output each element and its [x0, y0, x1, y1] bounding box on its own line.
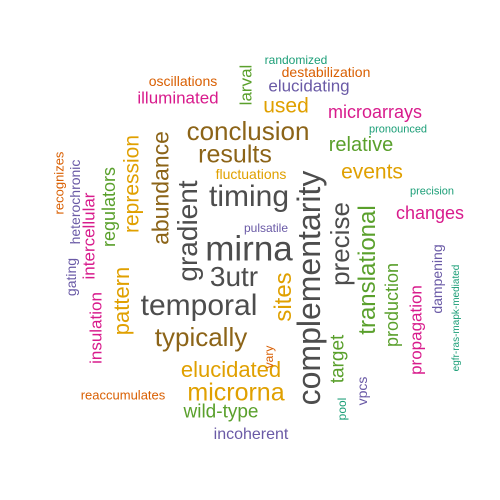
word-destabilization: destabilization — [281, 64, 371, 80]
word-microrna: microrna — [187, 378, 285, 407]
word-larval: larval — [236, 64, 256, 106]
word-reaccumulates: reaccumulates — [80, 387, 166, 403]
word-incoherent: incoherent — [213, 426, 289, 443]
word-gating: gating — [63, 257, 79, 297]
word-pronounced: pronounced — [368, 123, 428, 136]
word-pattern: pattern — [109, 266, 134, 336]
word-pool: pool — [335, 397, 349, 421]
word-sites: sites — [270, 272, 297, 322]
word-abundance: abundance — [147, 131, 174, 245]
word-wild-type: wild-type — [183, 401, 259, 423]
word-precise: precise — [325, 202, 355, 286]
word-typically: typically — [154, 322, 248, 352]
word-precision: precision — [409, 185, 455, 198]
word-regulators: regulators — [99, 166, 119, 248]
word-translational: translational — [354, 205, 381, 335]
word-results: results — [198, 140, 272, 169]
word-complementarity: complementarity — [291, 170, 327, 406]
word-elucidated: elucidated — [180, 357, 282, 382]
word-vary: vary — [262, 345, 276, 369]
word-temporal: temporal — [140, 289, 258, 322]
word-timing: timing — [208, 180, 290, 213]
word-used: used — [263, 94, 309, 118]
word-randomized: randomized — [264, 53, 328, 67]
word-illuminated: illuminated — [137, 88, 219, 108]
word-dampening: dampening — [429, 244, 445, 314]
word-egfr-ras-mapk-mediated: egfr-ras-mapk-mediated — [451, 264, 462, 372]
word-repression: repression — [120, 134, 144, 234]
word-conclusion: conclusion — [186, 116, 310, 146]
word-recognizes: recognizes — [51, 151, 67, 215]
word-vpcs: vpcs — [354, 376, 370, 406]
word-fluctuations: fluctuations — [215, 166, 287, 182]
word-production: production — [382, 262, 402, 348]
word-elucidating: elucidating — [268, 76, 350, 96]
word-oscillations: oscillations — [148, 73, 218, 89]
word-intercellular: intercellular — [79, 192, 99, 280]
word-microarrays: microarrays — [327, 102, 423, 122]
word-heterochronic: heterochronic — [67, 159, 83, 245]
word-gradient: gradient — [172, 180, 203, 282]
word-changes: changes — [395, 203, 465, 223]
word-propagation: propagation — [406, 285, 426, 375]
word-target: target — [327, 334, 349, 384]
word-mirna: mirna — [205, 229, 293, 269]
word-insulation: insulation — [86, 292, 106, 364]
word-3utr: 3utr — [209, 261, 259, 292]
word-relative: relative — [328, 134, 394, 156]
word-events: events — [341, 160, 403, 184]
word-pulsatile: pulsatile — [243, 221, 289, 235]
